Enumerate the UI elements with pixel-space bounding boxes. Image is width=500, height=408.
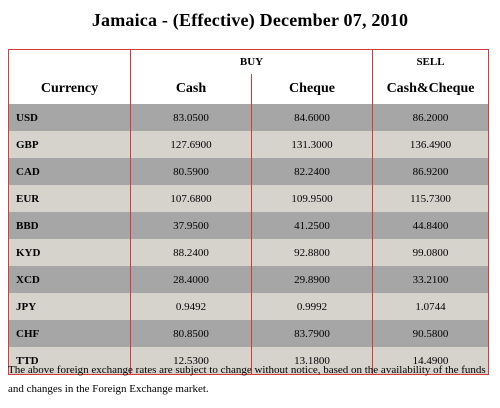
buy-cash-cell: 37.9500 <box>130 212 252 239</box>
sell-cell: 99.0800 <box>372 239 490 266</box>
group-header-sell: SELL <box>372 49 490 74</box>
buy-cash-cell: 88.2400 <box>130 239 252 266</box>
table-row: XCD 28.4000 29.8900 33.2100 <box>8 266 490 293</box>
buy-cash-cell: 0.9492 <box>130 293 252 320</box>
column-header-cheque: Cheque <box>250 74 373 104</box>
buy-cheque-cell: 41.2500 <box>250 212 373 239</box>
buy-cash-cell: 107.6800 <box>130 185 252 212</box>
buy-cash-cell: 80.5900 <box>130 158 252 185</box>
currency-code-cell: BBD <box>8 212 131 239</box>
column-header-cash: Cash <box>130 74 252 104</box>
currency-code-cell: CHF <box>8 320 131 347</box>
table-row: GBP 127.6900 131.3000 136.4900 <box>8 131 490 158</box>
currency-code-cell: EUR <box>8 185 131 212</box>
group-header-blank <box>8 49 131 74</box>
currency-code-cell: USD <box>8 104 131 131</box>
buy-cheque-cell: 0.9992 <box>250 293 373 320</box>
sell-cell: 14.4900 <box>372 347 490 375</box>
currency-code-cell: JPY <box>8 293 131 320</box>
buy-cash-cell: 28.4000 <box>130 266 252 293</box>
group-header-buy: BUY <box>129 49 373 74</box>
table-row: EUR 107.6800 109.9500 115.7300 <box>8 185 490 212</box>
currency-code-cell: GBP <box>8 131 131 158</box>
buy-cash-cell: 83.0500 <box>130 104 252 131</box>
sell-cell: 1.0744 <box>372 293 490 320</box>
buy-cheque-cell: 82.2400 <box>250 158 373 185</box>
sell-cell: 86.9200 <box>372 158 490 185</box>
table-row: JPY 0.9492 0.9992 1.0744 <box>8 293 490 320</box>
footnote: The above foreign exchange rates are sub… <box>8 364 486 395</box>
table-row: CAD 80.5900 82.2400 86.9200 <box>8 158 490 185</box>
buy-cheque-cell: 109.9500 <box>250 185 373 212</box>
buy-cash-cell: 127.6900 <box>130 131 252 158</box>
currency-code-cell: CAD <box>8 158 131 185</box>
currency-code-cell: XCD <box>8 266 131 293</box>
sell-cell: 115.7300 <box>372 185 490 212</box>
currency-code-cell: TTD <box>8 347 131 375</box>
table-column-header-row: Currency Cash Cheque Cash&Cheque <box>8 74 490 104</box>
currency-code-cell: KYD <box>8 239 131 266</box>
sell-cell: 136.4900 <box>372 131 490 158</box>
buy-cheque-cell: 83.7900 <box>250 320 373 347</box>
page-title: Jamaica - (Effective) December 07, 2010 <box>91 10 409 30</box>
column-header-currency: Currency <box>8 74 131 104</box>
buy-cheque-cell: 131.3000 <box>250 131 373 158</box>
buy-cheque-cell: 29.8900 <box>250 266 373 293</box>
buy-cheque-cell: 13.1800 <box>250 347 373 375</box>
table-group-header-row: BUY SELL <box>8 49 490 74</box>
table-row: USD 83.0500 84.6000 86.2000 <box>8 104 490 131</box>
buy-cheque-cell: 92.8800 <box>250 239 373 266</box>
exchange-rate-table: BUY SELL Currency Cash Cheque Cash&Chequ… <box>8 49 490 375</box>
table-row: TTD 12.5300 13.1800 14.4900 <box>8 347 490 375</box>
sell-cell: 33.2100 <box>372 266 490 293</box>
sell-cell: 44.8400 <box>372 212 490 239</box>
sell-cell: 90.5800 <box>372 320 490 347</box>
table-row: KYD 88.2400 92.8800 99.0800 <box>8 239 490 266</box>
sell-cell: 86.2000 <box>372 104 490 131</box>
column-header-cash-cheque: Cash&Cheque <box>372 74 490 104</box>
buy-cash-cell: 80.8500 <box>130 320 252 347</box>
table-row: BBD 37.9500 41.2500 44.8400 <box>8 212 490 239</box>
buy-cheque-cell: 84.6000 <box>250 104 373 131</box>
table-row: CHF 80.8500 83.7900 90.5800 <box>8 320 490 347</box>
buy-cash-cell: 12.5300 <box>130 347 252 375</box>
